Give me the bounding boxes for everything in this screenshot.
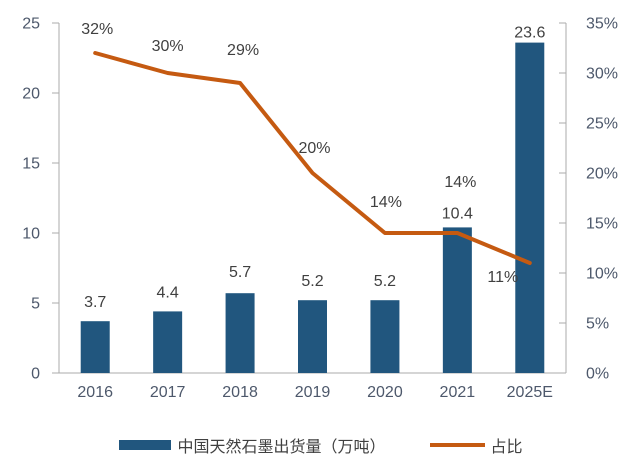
bar-2016: [80, 321, 110, 373]
bar-2017: [153, 311, 183, 373]
category-label-2020: 2020: [367, 384, 403, 401]
bar-label-2018: 5.7: [229, 264, 251, 281]
bar-2021: [442, 227, 472, 373]
right-axis-tick-label: 0%: [586, 366, 609, 383]
right-axis-tick-label: 30%: [586, 66, 618, 83]
line-series-swatch: [429, 443, 485, 447]
left-axis-tick-label: 5: [31, 296, 40, 313]
right-axis-tick-label: 15%: [586, 216, 618, 233]
category-label-2016: 2016: [77, 384, 113, 401]
left-axis-tick-label: 15: [22, 156, 40, 173]
legend: 中国天然石墨出货量（万吨） 占比: [0, 433, 642, 457]
bar-label-2025E: 23.6: [514, 25, 545, 42]
category-label-2021: 2021: [440, 384, 476, 401]
category-label-2025E: 2025E: [507, 384, 553, 401]
category-label-2017: 2017: [150, 384, 186, 401]
left-axis-tick-label: 0: [31, 366, 40, 383]
bar-label-2016: 3.7: [84, 294, 106, 311]
right-axis-tick-label: 25%: [586, 116, 618, 133]
bar-series-swatch: [119, 440, 172, 450]
line-label-2016: 32%: [81, 21, 113, 38]
bar-label-2020: 5.2: [374, 273, 396, 290]
line-label-2021: 14%: [444, 174, 476, 191]
line-label-2017: 30%: [152, 38, 184, 55]
bar-2025E: [515, 42, 545, 373]
category-label-2019: 2019: [295, 384, 331, 401]
line-label-2020: 14%: [370, 194, 402, 211]
left-axis-tick-label: 25: [22, 16, 40, 33]
right-axis-tick-label: 35%: [586, 16, 618, 33]
right-axis-tick-label: 20%: [586, 166, 618, 183]
bar-label-2017: 4.4: [157, 284, 179, 301]
legend-item-shipments: 中国天然石墨出货量（万吨）: [119, 433, 386, 457]
bar-label-2021: 10.4: [442, 205, 473, 222]
right-axis-tick-label: 10%: [586, 266, 618, 283]
legend-item-share: 占比: [429, 433, 523, 457]
left-axis-tick-label: 20: [22, 86, 40, 103]
bar-2020: [370, 300, 400, 373]
bar-2018: [225, 293, 255, 373]
line-label-2025E: 11%: [487, 269, 518, 286]
left-axis-tick-label: 10: [22, 226, 40, 243]
category-label-2018: 2018: [222, 384, 258, 401]
bar-2019: [298, 300, 327, 373]
line-series-label: 占比: [490, 439, 523, 456]
line-label-2019: 20%: [298, 140, 330, 157]
line-label-2018: 29%: [227, 42, 259, 59]
right-axis-tick-label: 5%: [586, 316, 609, 333]
bar-label-2019: 5.2: [301, 273, 323, 290]
share-line: [93, 51, 532, 265]
bar-series-label: 中国天然石墨出货量（万吨）: [177, 439, 386, 456]
